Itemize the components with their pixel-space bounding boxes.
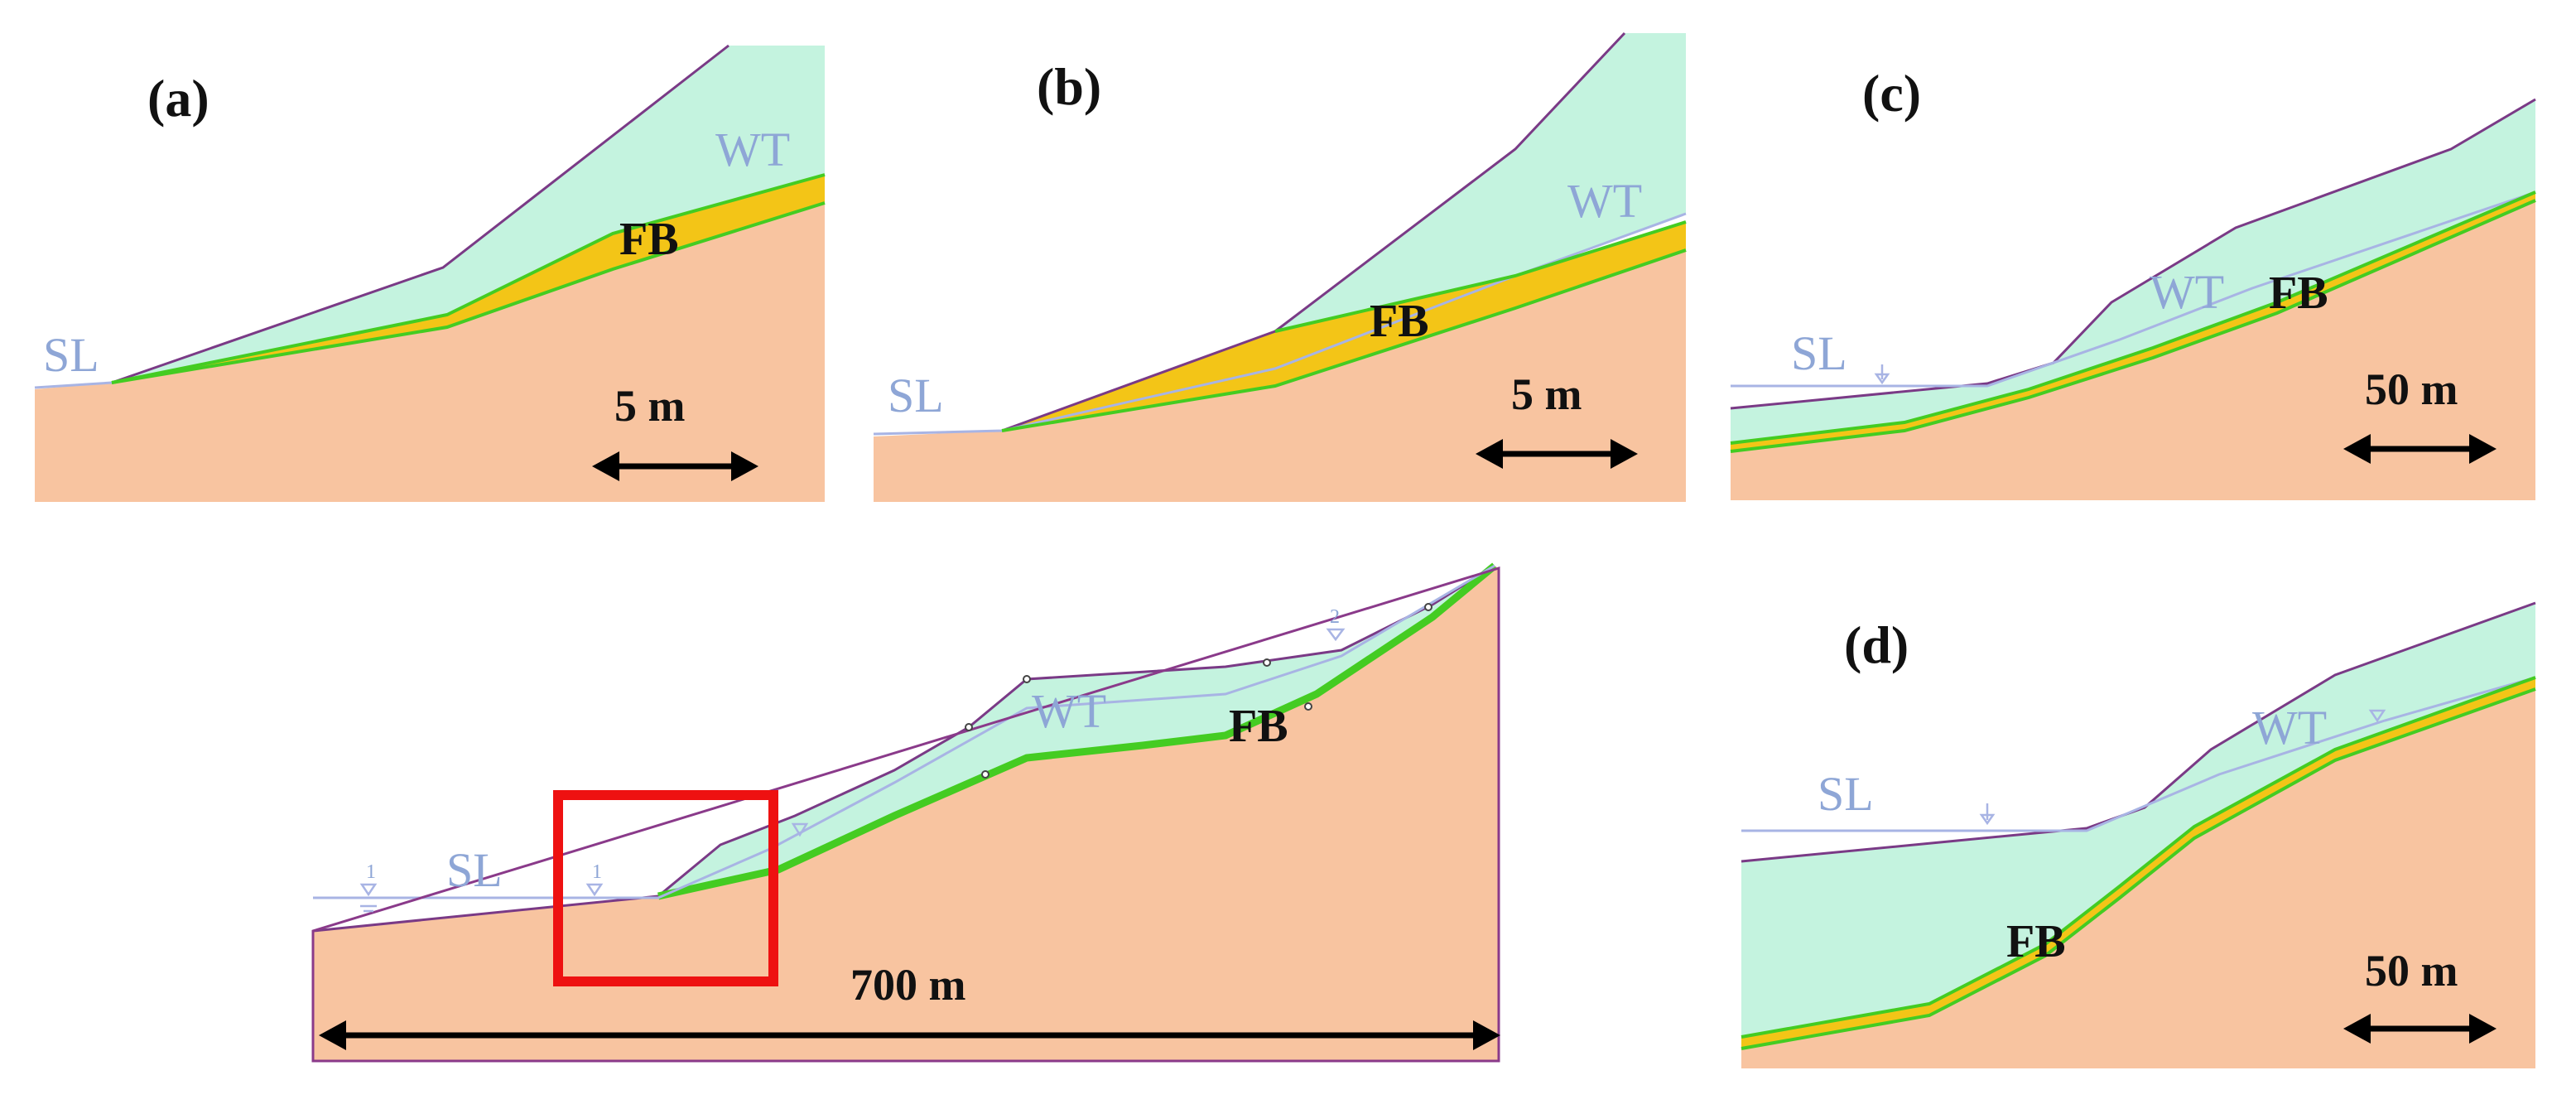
panel-b-sl-label: SL	[888, 369, 944, 422]
panel-c-fb-top	[1730, 190, 2536, 445]
overview-section: 1 1 2 SL WT FB 700 m	[311, 562, 1500, 1063]
panel-c-label: (c)	[1862, 64, 1921, 123]
panel-d-fine-bed-layer	[1741, 677, 2535, 1049]
panel-d-wt-label: WT	[2252, 701, 2327, 755]
overview-water-marker-3: 2	[1326, 606, 1346, 642]
overview-cover-soil	[658, 566, 1495, 896]
panel-d-bedrock	[1741, 689, 2535, 1068]
overview-frame	[311, 566, 1500, 1063]
panel-b: (b) SL WT FB 5 m	[873, 31, 1687, 502]
overview-mid-marker	[791, 822, 809, 837]
panel-b-water-table	[873, 212, 1687, 436]
overview-fb-layer	[657, 562, 1497, 900]
overview-sl-label: SL	[446, 843, 503, 897]
panel-d-fb-bottom	[1741, 687, 2536, 1050]
panel-c-bedrock	[1731, 200, 2535, 500]
panel-b-bedrock	[874, 250, 1686, 502]
panel-c-sl-label: SL	[1791, 326, 1847, 380]
panel-c: (c) SL WT FB 50 m	[1730, 64, 2536, 500]
panel-c-wt-label: WT	[2150, 265, 2224, 319]
panel-d-scale-label: 50 m	[2365, 946, 2458, 996]
svg-text:2: 2	[1330, 606, 1340, 628]
panel-b-fine-bed-layer	[1002, 222, 1686, 431]
panel-c-water-table	[1731, 190, 2536, 388]
panel-a: (a) SL WT FB 5 m	[34, 44, 826, 502]
panel-a-fb-bottom	[111, 201, 826, 384]
panel-a-scale-label: 5 m	[614, 381, 686, 431]
panel-b-scale-label: 5 m	[1511, 369, 1582, 419]
panel-b-scale-arrow	[1476, 439, 1638, 469]
panel-a-fine-bed-layer	[112, 175, 825, 383]
overview-scale-arrow	[319, 1020, 1500, 1050]
panel-b-fb-top	[1274, 220, 1687, 333]
panel-a-wt-label: WT	[715, 123, 790, 176]
panel-d-water-marker-2	[2368, 709, 2386, 723]
overview-water-marker-2: 1	[585, 861, 604, 897]
panel-d-sl-label: SL	[1818, 767, 1874, 821]
panel-b-fb-bottom	[1001, 248, 1687, 432]
overview-fb-label: FB	[1229, 701, 1288, 752]
panel-b-wt-label: WT	[1567, 174, 1642, 228]
panel-b-label: (b)	[1037, 57, 1101, 116]
panel-a-ground-surface	[111, 44, 729, 384]
panel-d-fb-label: FB	[2006, 916, 2066, 967]
panel-c-water-marker	[1874, 364, 1890, 385]
overview-detail-box	[553, 790, 778, 986]
panel-c-scale-label: 50 m	[2365, 364, 2458, 414]
svg-text:1: 1	[592, 861, 602, 883]
panel-a-sl-label: SL	[43, 328, 99, 382]
panel-d-scale-arrow	[2343, 1014, 2497, 1044]
overview-wt-label: WT	[1032, 684, 1106, 738]
panel-a-bedrock	[35, 203, 825, 502]
panel-d-water-table	[1741, 676, 2536, 832]
panel-d-fb-top	[1741, 676, 2536, 1039]
panel-a-cover-soil	[112, 46, 825, 383]
panel-c-ground-surface	[1730, 98, 2536, 410]
overview-scale-label: 700 m	[850, 960, 966, 1010]
panel-c-fb-label: FB	[2269, 268, 2328, 319]
panel-c-scale-arrow	[2343, 434, 2497, 464]
overview-water-marker-1: 1	[359, 861, 378, 913]
svg-text:1: 1	[366, 861, 376, 883]
panel-a-scale-arrow	[592, 451, 758, 481]
panel-a-fb-label: FB	[619, 214, 679, 265]
panel-d-label: (d)	[1844, 615, 1909, 674]
panel-d: (d) SL WT FB 50 m	[1741, 601, 2536, 1068]
panel-b-cover-soil	[1002, 33, 1686, 431]
panel-a-fb-top	[111, 173, 826, 384]
panel-a-label: (a)	[147, 69, 209, 128]
overview-vertices	[965, 603, 1432, 779]
panel-b-fb-label: FB	[1370, 296, 1429, 347]
panel-d-ground-surface	[1741, 601, 2536, 863]
panel-c-cover-soil	[1731, 99, 2535, 443]
panel-b-ground-surface	[1001, 31, 1626, 432]
panel-d-cover-soil	[1741, 603, 2535, 1037]
panel-d-water-marker	[1979, 803, 1996, 826]
overview-water-table	[313, 564, 1495, 899]
panel-c-fb-bottom	[1730, 199, 2536, 453]
